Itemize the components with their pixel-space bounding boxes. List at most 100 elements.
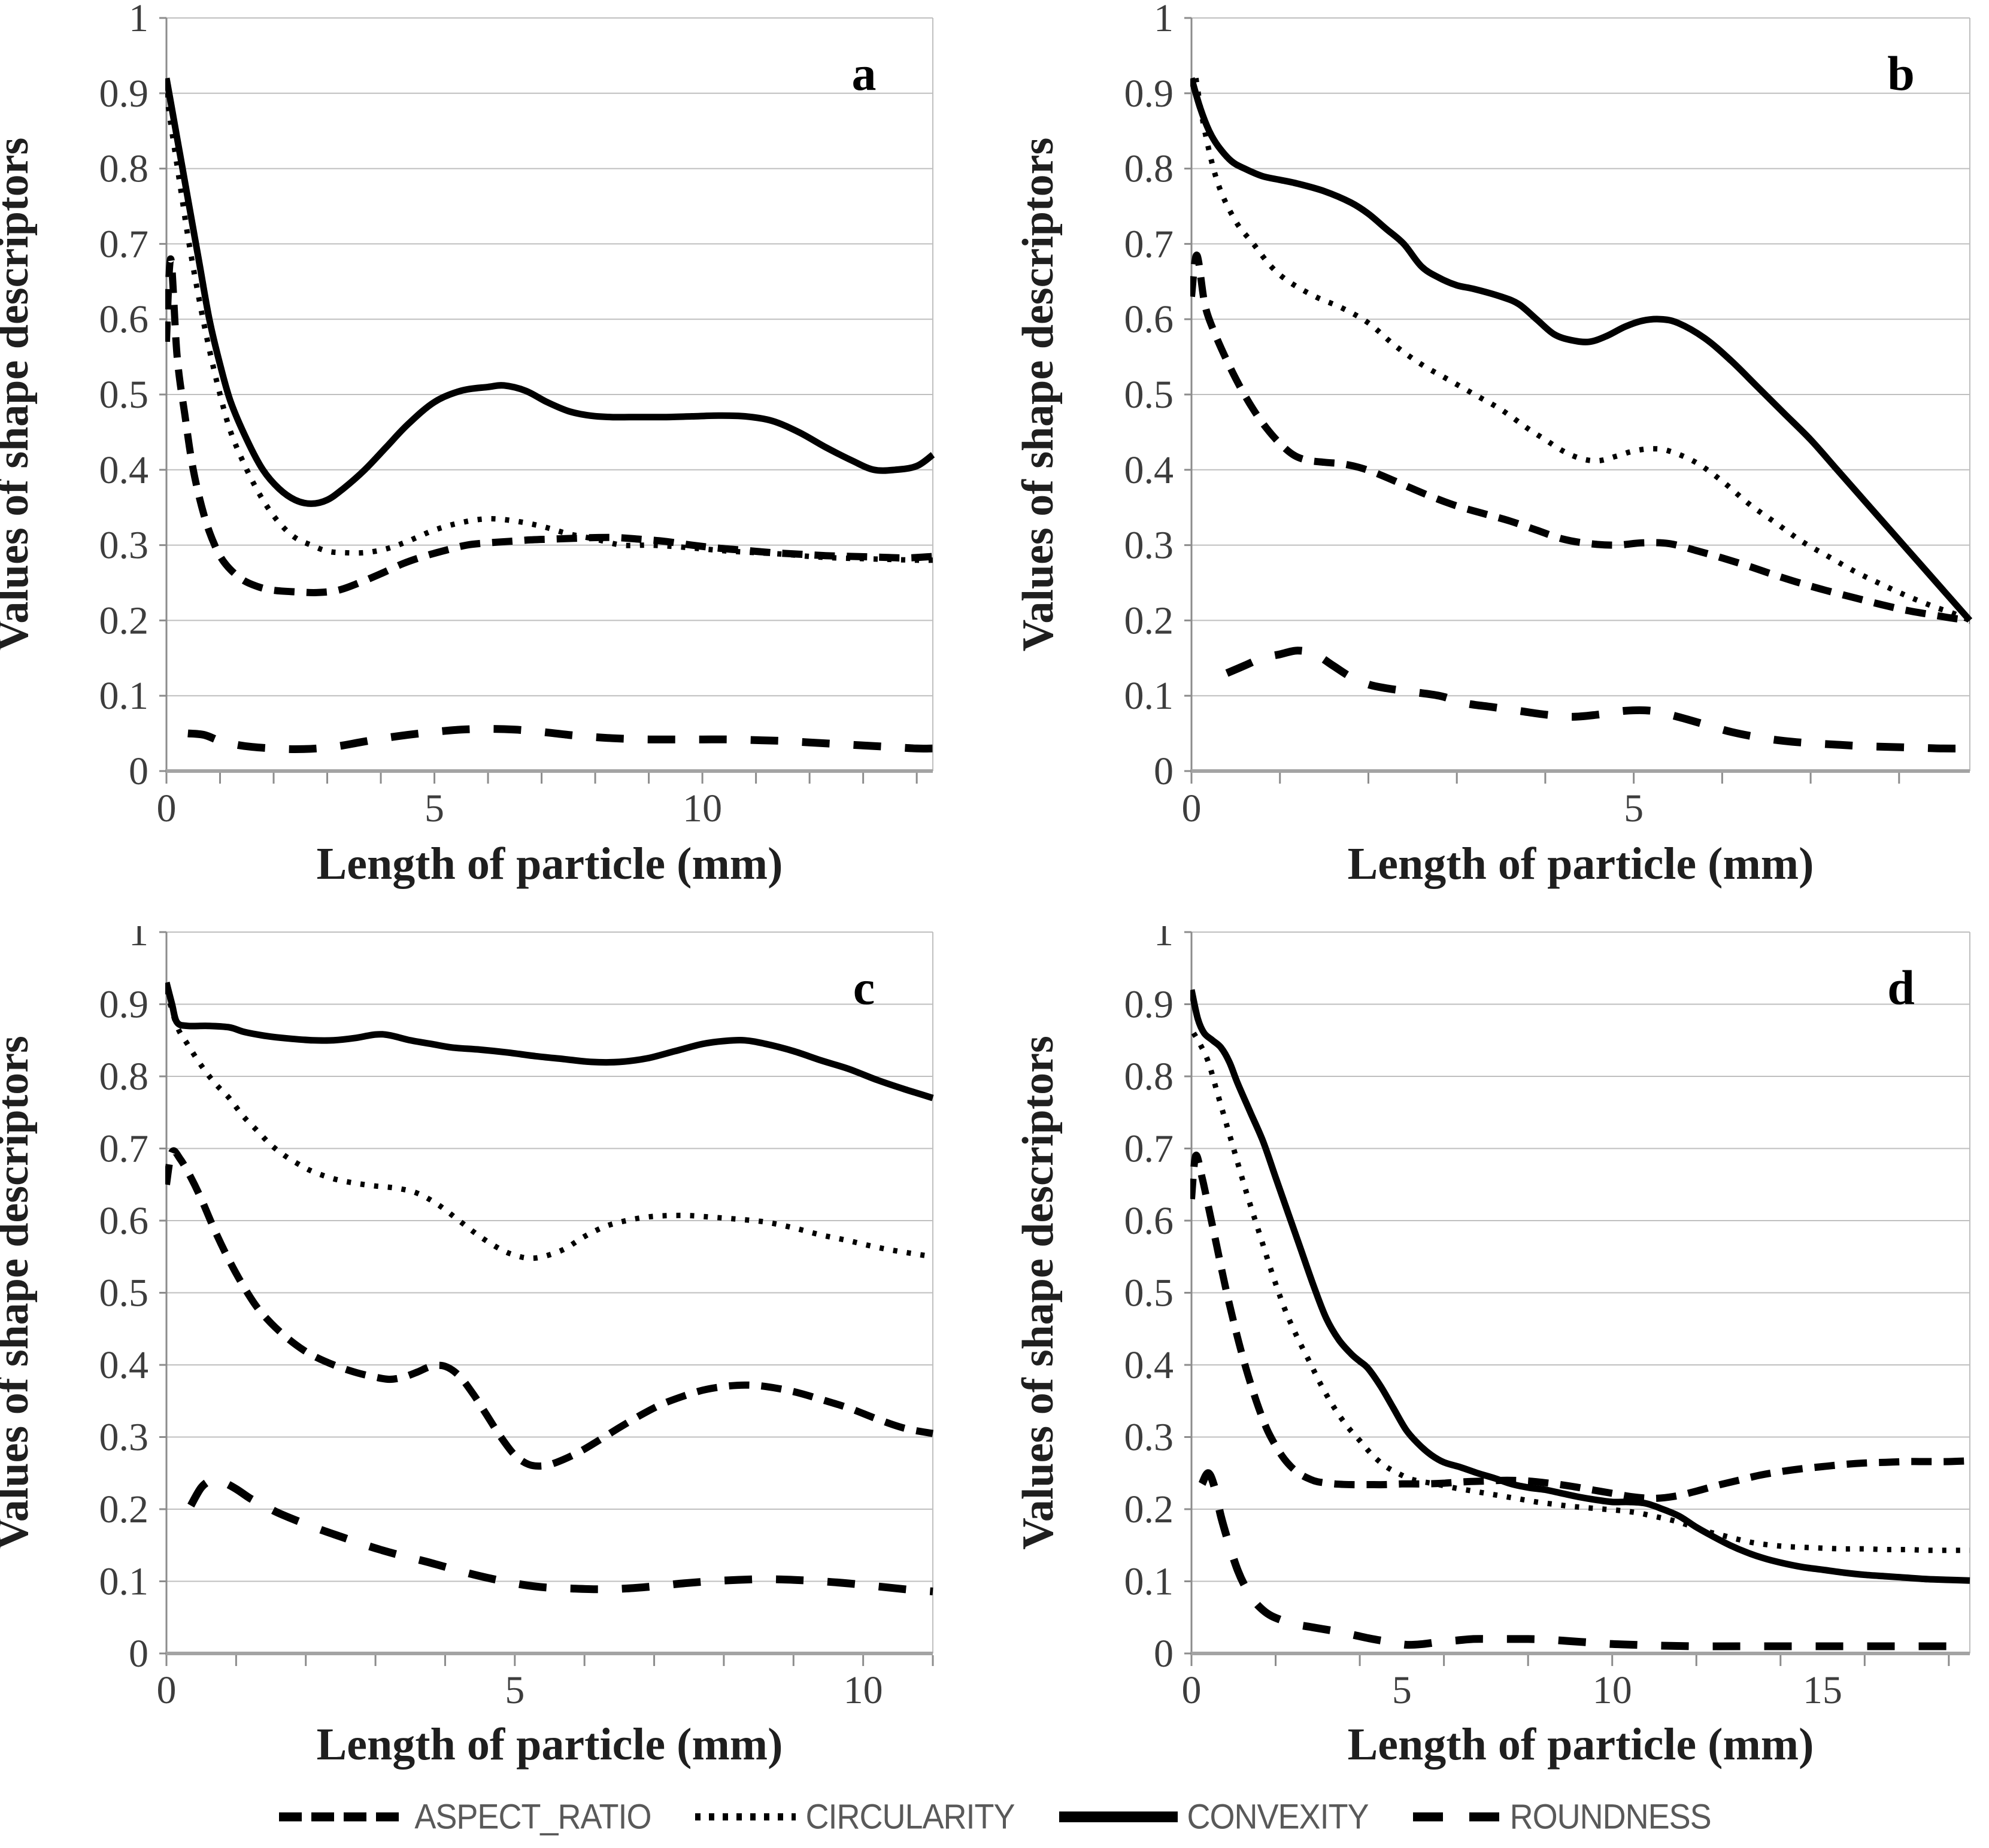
series-circularity-b — [1193, 77, 1971, 623]
y-tick-label-a-0.7: 0.7 — [99, 222, 149, 266]
y-tick-label-c-0: 0 — [129, 1632, 148, 1676]
y-tick-label-a-0.6: 0.6 — [99, 298, 149, 341]
x-tick-label-a-10: 10 — [683, 787, 722, 830]
legend-item-roundness: ROUNDNESS — [1412, 1797, 1712, 1837]
legend-label-convexity: CONVEXITY — [1187, 1797, 1369, 1837]
legend-label-roundness: ROUNDNESS — [1509, 1797, 1712, 1837]
y-axis-title-c: Values of shape descriptors — [0, 1036, 38, 1550]
y-tick-label-a-0.9: 0.9 — [99, 72, 149, 116]
panel-letter-d: d — [1887, 960, 1915, 1015]
panel-letter-a: a — [852, 46, 877, 101]
circularity-line-sample — [695, 1813, 796, 1820]
y-tick-label-b-0.3: 0.3 — [1124, 524, 1174, 568]
y-tick-label-d-0: 0 — [1154, 1632, 1174, 1676]
y-tick-label-b-0.1: 0.1 — [1124, 674, 1174, 718]
series-roundness-a — [187, 725, 933, 754]
y-tick-label-c-0.2: 0.2 — [99, 1488, 149, 1531]
x-tick-label-a-5: 5 — [425, 787, 444, 830]
y-tick-label-a-0.4: 0.4 — [99, 448, 149, 492]
y-tick-label-c-0.6: 0.6 — [99, 1199, 149, 1243]
x-axis-title-d: Length of particle (mm) — [1348, 1719, 1814, 1770]
y-tick-label-d-0.9: 0.9 — [1124, 983, 1174, 1027]
roundness-line-sample — [1412, 1812, 1500, 1822]
legend-label-circularity: CIRCULARITY — [805, 1797, 1015, 1837]
series-convexity-a — [165, 77, 935, 507]
series-aspect-ratio-b — [1190, 251, 1970, 624]
y-tick-label-a-0.2: 0.2 — [99, 599, 149, 642]
y-tick-label-c-0.3: 0.3 — [99, 1416, 149, 1459]
y-axis-title-a: Values of shape descriptors — [0, 138, 38, 652]
panel-d: 0 0.1 0.2 0.3 0.4 0.5 0.6 0.7 0.8 0.9 1 0 5 10 15 Lengt… — [995, 926, 1989, 1788]
y-tick-label-d-0.2: 0.2 — [1124, 1488, 1174, 1531]
y-tick-label-d-0.3: 0.3 — [1124, 1416, 1174, 1459]
y-tick-label-d-0.1: 0.1 — [1124, 1560, 1174, 1604]
y-tick-label-b-0.6: 0.6 — [1124, 298, 1174, 341]
y-tick-label-b-0: 0 — [1154, 749, 1174, 793]
x-axis-title-a: Length of particle (mm) — [317, 839, 783, 889]
y-tick-label-d-0.6: 0.6 — [1124, 1199, 1174, 1243]
y-tick-label-b-0.5: 0.5 — [1124, 373, 1174, 417]
y-tick-label-c-1: 1 — [129, 926, 148, 954]
x-tick-label-c-5: 5 — [505, 1668, 524, 1712]
panel-letter-c: c — [853, 960, 875, 1015]
x-tick-label-d-10: 10 — [1593, 1668, 1632, 1712]
y-axis-title-d: Values of shape descriptors — [1014, 1036, 1063, 1550]
y-tick-label-c-0.4: 0.4 — [99, 1343, 149, 1387]
y-tick-label-b-0.7: 0.7 — [1124, 222, 1174, 266]
y-tick-label-a-0.3: 0.3 — [99, 524, 149, 568]
series-convexity-d — [1190, 989, 1970, 1584]
legend-label-aspect-ratio: ASPECT_RATIO — [414, 1797, 651, 1837]
y-tick-label-a-1: 1 — [129, 0, 148, 40]
series-aspect-ratio-c — [165, 1147, 934, 1470]
panel-letter-b: b — [1887, 46, 1915, 101]
x-tick-label-b-0: 0 — [1182, 787, 1202, 830]
y-tick-label-b-0.9: 0.9 — [1124, 72, 1174, 116]
x-axis-title-b: Length of particle (mm) — [1348, 839, 1814, 889]
y-tick-label-d-0.4: 0.4 — [1124, 1343, 1174, 1387]
x-tick-label-c-10: 10 — [844, 1668, 883, 1712]
panel-b: 0 0.1 0.2 0.3 0.4 0.5 0.6 0.7 0.8 0.9 1 0 5 Length of… — [995, 0, 1989, 922]
y-tick-label-d-0.8: 0.8 — [1124, 1055, 1174, 1099]
series-roundness-c — [187, 1476, 933, 1595]
y-tick-label-d-1: 1 — [1154, 926, 1174, 954]
panel-b-canvas: 0 0.1 0.2 0.3 0.4 0.5 0.6 0.7 0.8 0.9 1 0 5 Length of… — [1014, 0, 1973, 889]
panel-c: 0 0.1 0.2 0.3 0.4 0.5 0.6 0.7 0.8 0.9 1 0 5 10 Length … — [0, 926, 994, 1788]
series-convexity-c — [165, 981, 934, 1101]
series-convexity-b — [1190, 77, 1973, 623]
x-tick-label-c-0: 0 — [157, 1668, 177, 1712]
y-tick-label-b-0.8: 0.8 — [1124, 147, 1174, 191]
y-tick-label-c-0.9: 0.9 — [99, 983, 149, 1027]
y-tick-label-d-0.5: 0.5 — [1124, 1272, 1174, 1315]
series-circularity-d — [1191, 1031, 1970, 1553]
y-tick-label-a-0.1: 0.1 — [99, 674, 149, 718]
y-tick-label-b-0.2: 0.2 — [1124, 599, 1174, 642]
panel-d-canvas: 00.10.20.30.40.50.60.70.80.910 5 10 15Lengt… — [1014, 926, 1970, 1770]
x-tick-label-d-0: 0 — [1182, 1668, 1202, 1712]
aspect-ratio-line-sample — [279, 1812, 405, 1822]
y-tick-label-a-0.5: 0.5 — [99, 373, 149, 417]
series-circularity-a — [165, 93, 933, 563]
y-tick-label-b-1: 1 — [1154, 0, 1174, 40]
legend-item-convexity: CONVEXITY — [1058, 1797, 1369, 1837]
x-axis-title-c: Length of particle (mm) — [317, 1719, 783, 1770]
y-tick-label-d-0.7: 0.7 — [1124, 1127, 1174, 1171]
convexity-line-sample — [1059, 1811, 1178, 1822]
x-tick-label-b-5: 5 — [1624, 787, 1644, 830]
series-aspect-ratio-d — [1190, 1151, 1970, 1502]
legend-item-circularity: CIRCULARITY — [694, 1797, 1015, 1837]
y-tick-label-c-0.8: 0.8 — [99, 1055, 149, 1099]
panel-a: 0 0.1 0.2 0.3 0.4 0.5 0.6 0.7 0.8 0.9 1 0 5 10 Length … — [0, 0, 994, 922]
y-tick-label-c-0.1: 0.1 — [99, 1560, 149, 1604]
panel-a-canvas: 00.10.20.30.40.50.60.70.80.910 5 10Length … — [0, 0, 935, 889]
series-roundness-b — [1225, 647, 1970, 752]
series-circularity-c — [165, 989, 933, 1261]
y-tick-label-c-0.5: 0.5 — [99, 1272, 149, 1315]
y-tick-label-b-0.4: 0.4 — [1124, 448, 1174, 492]
x-tick-label-d-15: 15 — [1803, 1668, 1842, 1712]
legend: ASPECT_RATIO CIRCULARITY CONVEXITY ROUND… — [0, 1787, 1989, 1847]
panel-c-canvas: 00.10.20.30.40.50.60.70.80.910 5 10Length … — [0, 926, 934, 1770]
x-tick-label-a-0: 0 — [157, 787, 177, 830]
y-axis-title-b: Values of shape descriptors — [1014, 138, 1063, 652]
x-tick-label-d-5: 5 — [1392, 1668, 1412, 1712]
